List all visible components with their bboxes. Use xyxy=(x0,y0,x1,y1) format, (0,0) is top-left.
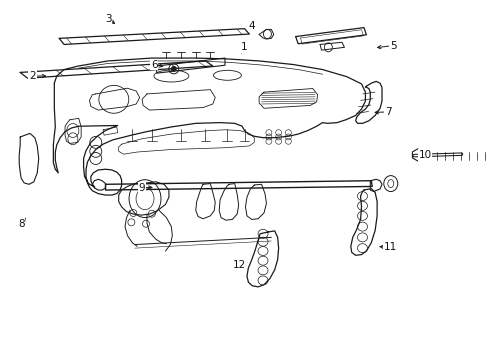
Text: 6: 6 xyxy=(151,59,157,69)
Text: 4: 4 xyxy=(248,21,255,31)
Text: 5: 5 xyxy=(389,41,396,50)
Text: 1: 1 xyxy=(241,42,247,52)
Text: 8: 8 xyxy=(18,219,24,229)
Text: 9: 9 xyxy=(139,183,145,193)
Text: 3: 3 xyxy=(104,14,111,24)
Text: 10: 10 xyxy=(418,150,430,160)
Text: 2: 2 xyxy=(29,71,36,81)
Ellipse shape xyxy=(171,66,176,71)
Text: 11: 11 xyxy=(384,242,397,252)
Text: 7: 7 xyxy=(384,107,391,117)
Text: 12: 12 xyxy=(232,260,246,270)
